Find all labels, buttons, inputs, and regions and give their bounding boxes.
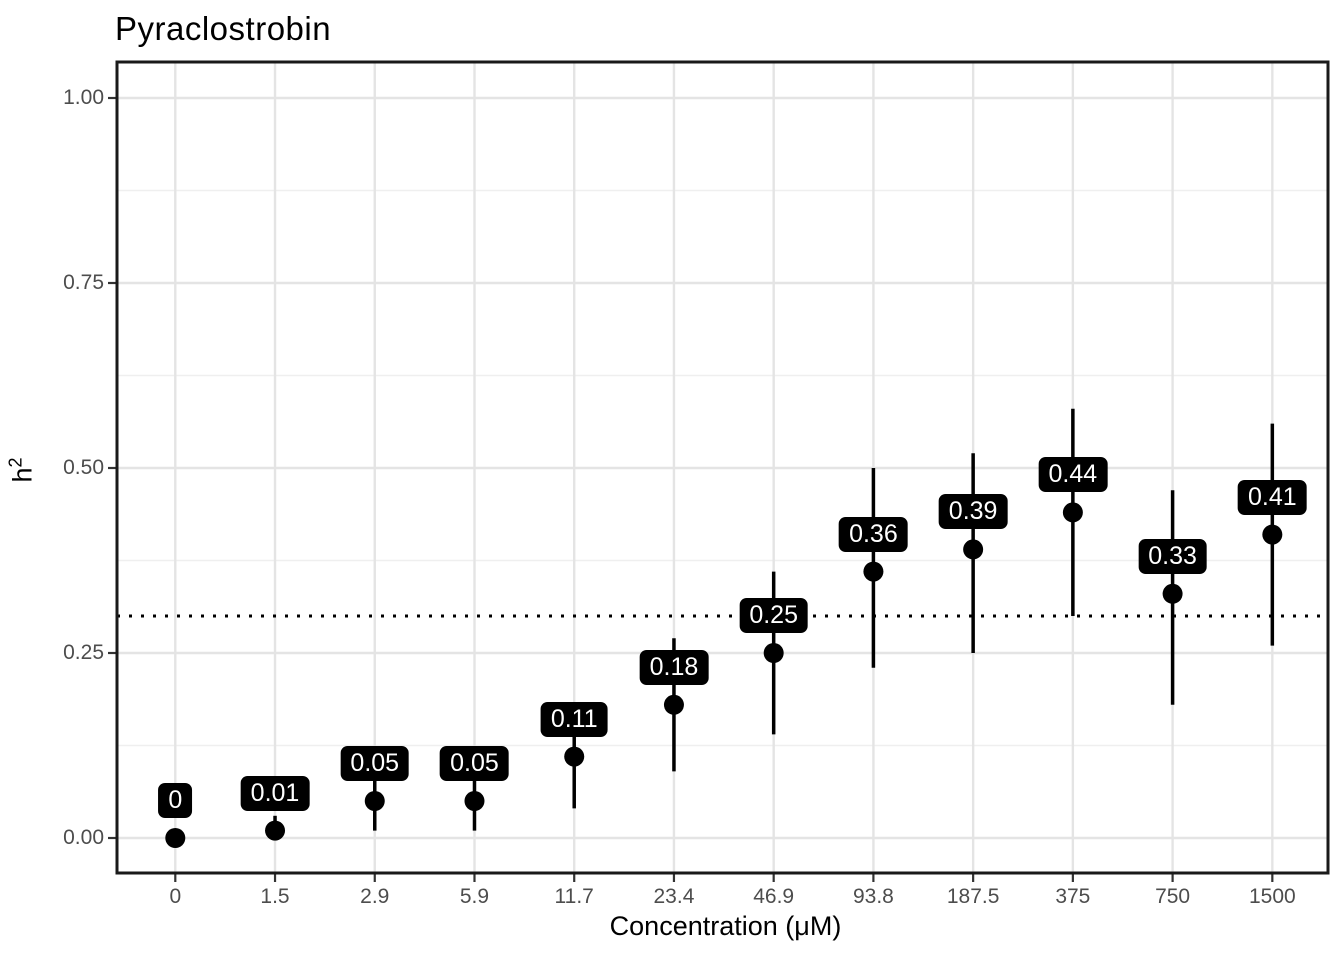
data-point [364, 791, 385, 811]
point-label: 0.01 [240, 775, 310, 811]
data-point [1062, 502, 1083, 523]
point-label: 0.36 [839, 516, 908, 552]
y-axis-title-exponent: 2 [5, 457, 26, 468]
y-tick-label: 0.25 [63, 641, 104, 664]
data-point [863, 561, 884, 582]
x-tick-label: 93.8 [852, 885, 894, 908]
point-label: 0.18 [639, 649, 709, 685]
y-axis-title-base: h [7, 467, 38, 483]
x-tick-label: 5.9 [459, 885, 490, 908]
point-label: 0.41 [1237, 479, 1307, 515]
point-label: 0.44 [1038, 457, 1108, 493]
point-label: 0.39 [938, 494, 1008, 530]
x-axis-title: Concentration (μM) [609, 911, 842, 941]
data-point [564, 746, 585, 767]
data-point [963, 539, 984, 560]
x-tick-label: 11.7 [554, 885, 594, 908]
data-point [763, 643, 784, 663]
data-point [265, 820, 286, 841]
point-label: 0.33 [1138, 538, 1207, 574]
data-point [1162, 583, 1183, 604]
data-point [663, 694, 684, 715]
x-tick-label: 187.5 [946, 885, 1000, 908]
x-tick-label: 1.5 [260, 885, 290, 908]
data-point [1262, 524, 1283, 545]
x-tick-label: 375 [1055, 885, 1091, 908]
data-point [464, 791, 485, 811]
y-tick-label: 0.50 [63, 456, 104, 479]
data-point [165, 828, 186, 848]
panel-border [115, 60, 1330, 875]
x-tick-label: 46.9 [753, 885, 795, 908]
point-label: 0 [158, 783, 193, 818]
x-tick-label: 1500 [1248, 885, 1296, 908]
x-tick-label: 0 [169, 885, 182, 908]
point-label: 0.05 [340, 746, 410, 781]
y-tick-label: 0.00 [63, 826, 104, 849]
y-tick-label: 0.75 [63, 271, 104, 294]
point-label: 0.25 [739, 598, 809, 633]
x-tick-label: 23.4 [653, 885, 695, 908]
point-label: 0.11 [540, 701, 608, 737]
x-tick-label: 750 [1155, 885, 1191, 908]
y-tick-label: 1.00 [63, 86, 104, 109]
point-label: 0.05 [440, 746, 509, 781]
plot-title: Pyraclostrobin [115, 10, 332, 47]
x-tick-label: 2.9 [360, 885, 390, 908]
y-axis-title: h2 [6, 457, 39, 482]
